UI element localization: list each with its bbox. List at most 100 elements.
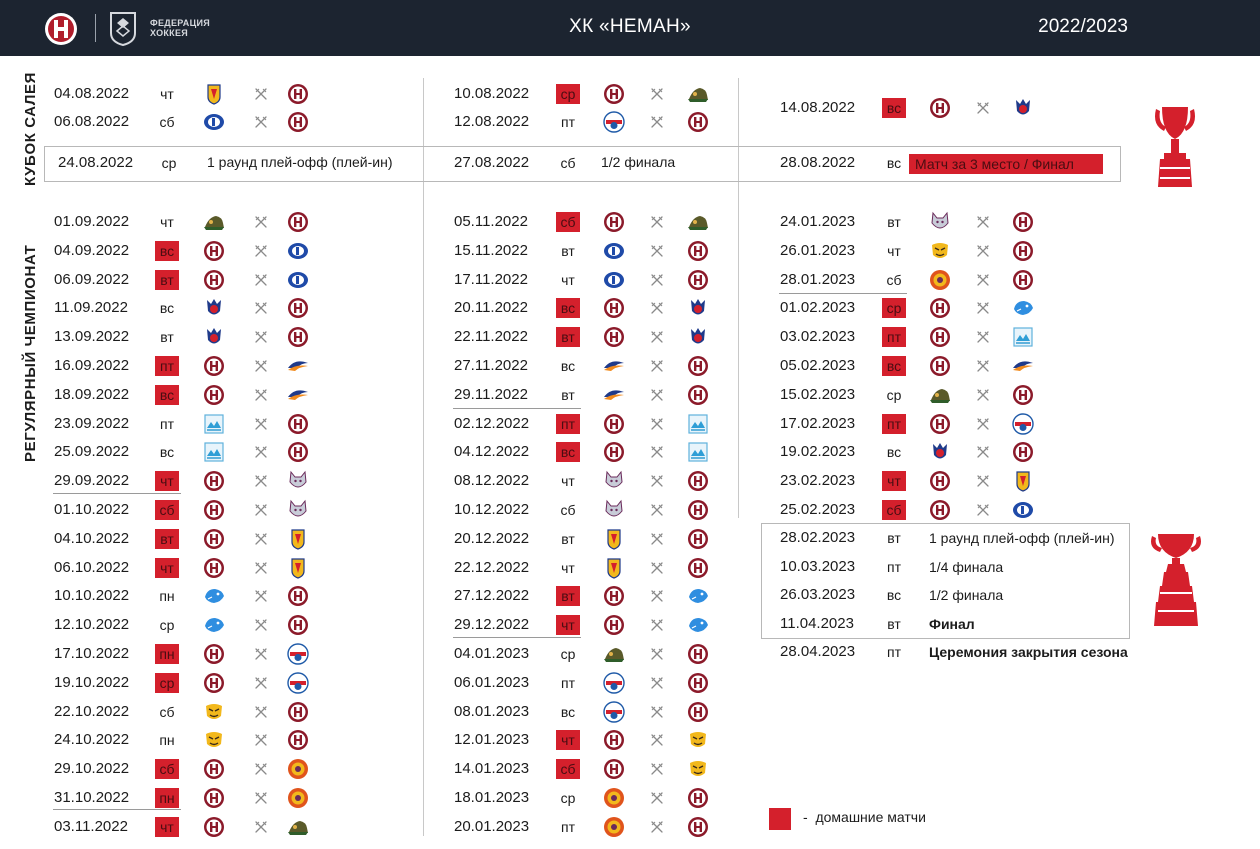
team-orange-wave-icon [288, 361, 308, 371]
game-date: 27.12.2022 [454, 587, 530, 605]
weekday-label: чт [160, 214, 174, 230]
game-date: 15.02.2023 [780, 385, 856, 403]
weekday-label: ср [560, 790, 576, 806]
versus-sticks-icon [977, 504, 989, 516]
neman-icon [688, 384, 708, 405]
neman-icon [288, 112, 308, 132]
season-label: 2022/2023 [1038, 16, 1128, 37]
game-date: 20.11.2022 [454, 299, 528, 317]
playoff-date: 24.08.2022 [58, 154, 134, 171]
game-date: 04.10.2022 [54, 529, 130, 547]
neman-icon [288, 615, 308, 636]
team-white-blue-icon [287, 672, 309, 694]
game-date: 12.01.2023 [454, 731, 530, 749]
versus-sticks-icon [977, 389, 989, 401]
section-label-regular: РЕГУЛЯРНЫЙ ЧЕМПИОНАТ [22, 244, 39, 462]
weekday-label: пт [887, 644, 901, 661]
neman-icon [288, 442, 308, 463]
versus-sticks-icon [651, 116, 663, 128]
versus-sticks-icon [651, 763, 663, 775]
weekday-home-badge: ср [556, 84, 580, 104]
neman-icon [1013, 240, 1033, 261]
weekday-home-badge: пт [556, 413, 580, 434]
team-white-blue-icon [287, 643, 309, 665]
versus-sticks-icon [977, 273, 989, 286]
versus-sticks-icon [977, 102, 989, 114]
versus-sticks-icon [977, 446, 989, 459]
game-date: 08.01.2023 [454, 702, 530, 720]
neman-icon [930, 298, 950, 319]
game-date: 08.12.2022 [454, 472, 530, 490]
weekday-label: пт [160, 415, 174, 432]
neman-icon [288, 212, 308, 232]
weekday-home-badge: сб [882, 500, 906, 520]
versus-sticks-icon [255, 677, 267, 689]
weekday-label: вт [561, 242, 575, 259]
neman-icon [930, 356, 950, 376]
cup-playoff-box [44, 146, 1121, 182]
versus-sticks-icon [977, 302, 989, 315]
team-blue-d-icon [288, 242, 308, 259]
versus-sticks-icon [255, 763, 267, 775]
versus-sticks-icon [651, 792, 663, 804]
playoff-date: 10.03.2023 [780, 557, 856, 575]
neman-icon [688, 816, 708, 837]
playoff-stage-label: 1/2 финала [929, 587, 1004, 604]
weekday-label: пт [887, 558, 901, 575]
game-date: 19.10.2022 [54, 673, 130, 691]
weekday-label: пн [159, 588, 175, 605]
weekday-label: вс [886, 587, 902, 604]
legend-text: - домашние матчи [803, 809, 926, 825]
column-divider [423, 78, 424, 836]
versus-sticks-icon [255, 245, 267, 257]
federation-logo-icon [110, 12, 136, 47]
neman-icon [604, 413, 624, 434]
neman-icon [204, 356, 224, 376]
legend-home-swatch [769, 808, 791, 830]
game-date: 24.01.2023 [780, 213, 856, 230]
team-red-blue-star-icon [207, 299, 221, 315]
neman-icon [204, 240, 224, 261]
neman-icon [204, 384, 224, 405]
team-blue-d-icon [604, 242, 624, 259]
neman-icon [204, 269, 224, 290]
versus-sticks-icon [255, 417, 267, 430]
team-lightblue-sq-icon [688, 442, 708, 462]
neman-icon [688, 500, 708, 520]
team-blue-bear-icon [205, 618, 224, 633]
weekday-label: сб [560, 155, 576, 171]
team-blue-d-icon [204, 114, 224, 130]
game-date: 10.12.2022 [454, 501, 530, 518]
game-date: 05.02.2023 [780, 357, 856, 374]
game-date: 02.12.2022 [454, 414, 530, 432]
neman-icon [930, 413, 950, 434]
weekday-label: сб [159, 114, 175, 130]
weekday-label: пт [561, 818, 575, 835]
neman-icon [604, 212, 624, 232]
neman-icon [204, 788, 224, 808]
versus-sticks-icon [255, 446, 267, 459]
header-divider [95, 14, 96, 42]
versus-sticks-icon [977, 245, 989, 257]
weekday-label: вт [887, 530, 901, 546]
team-orange-wave-icon [604, 361, 624, 371]
versus-sticks-icon [651, 475, 663, 487]
versus-sticks-icon [651, 619, 663, 631]
versus-sticks-icon [651, 561, 663, 574]
team-yellow-red-icon [607, 557, 621, 579]
team-yellow-red-icon [291, 529, 305, 550]
game-date: 17.02.2023 [780, 414, 856, 432]
header-bar: ФЕДЕРАЦИЯ ХОККЕЯ ХК «НЕМАН» 2022/2023 [0, 0, 1260, 56]
versus-sticks-icon [651, 360, 663, 372]
weekday-home-badge: чт [155, 471, 179, 492]
game-date: 23.09.2022 [54, 414, 130, 432]
weekday-home-badge: вт [155, 269, 179, 290]
versus-sticks-icon [651, 677, 663, 689]
versus-sticks-icon [255, 331, 267, 343]
weekday-label: пн [159, 732, 175, 749]
weekday-label: ср [159, 617, 175, 634]
weekday-label: чт [561, 559, 575, 576]
versus-sticks-icon [255, 504, 267, 516]
versus-sticks-icon [255, 734, 267, 747]
team-orange-wave-icon [1013, 361, 1033, 371]
